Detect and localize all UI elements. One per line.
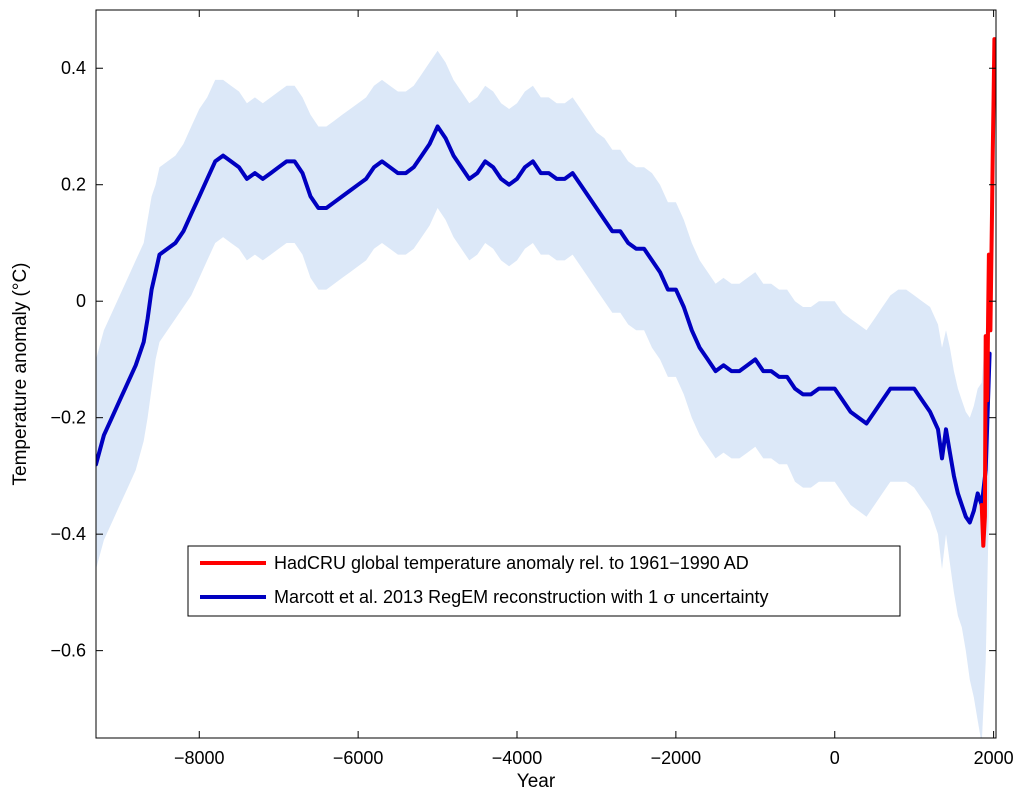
legend: HadCRU global temperature anomaly rel. t… (187, 545, 901, 617)
x-tick-label: 0 (830, 748, 840, 768)
legend-label-marcott-symbol: σ (663, 587, 675, 608)
x-tick-label: 2000 (974, 748, 1014, 768)
y-tick-label: −0.6 (50, 641, 86, 661)
legend-box (187, 545, 901, 617)
x-tick-label: −6000 (333, 748, 384, 768)
y-tick-label: −0.2 (50, 408, 86, 428)
x-tick-label: −2000 (651, 748, 702, 768)
uncertainty-band (96, 50, 990, 738)
y-tick-label: 0.2 (61, 175, 86, 195)
x-axis-title: Year (517, 771, 556, 792)
y-axis: −0.6 −0.4 −0.2 0 0.2 0.4 (50, 58, 996, 661)
legend-label-hadcru: HadCRU global temperature anomaly rel. t… (274, 553, 749, 573)
y-axis-title: Temperature anomaly (°C) (10, 262, 31, 485)
x-tick-label: −4000 (492, 748, 543, 768)
y-tick-label: 0 (76, 291, 86, 311)
x-axis: −8000 −6000 −4000 −2000 0 2000 (174, 10, 1014, 768)
y-tick-label: −0.4 (50, 524, 86, 544)
legend-label-marcott-prefix: Marcott et al. 2013 RegEM reconstruction… (274, 587, 658, 607)
plot-frame (95, 9, 997, 739)
y-tick-label: 0.4 (61, 58, 86, 78)
legend-label-marcott-suffix: uncertainty (680, 587, 768, 607)
series-line-marcott (96, 124, 992, 525)
legend-label-marcott: Marcott et al. 2013 RegEM reconstruction… (274, 587, 769, 608)
series-line-hadcru (979, 37, 996, 548)
x-tick-label: −8000 (174, 748, 225, 768)
